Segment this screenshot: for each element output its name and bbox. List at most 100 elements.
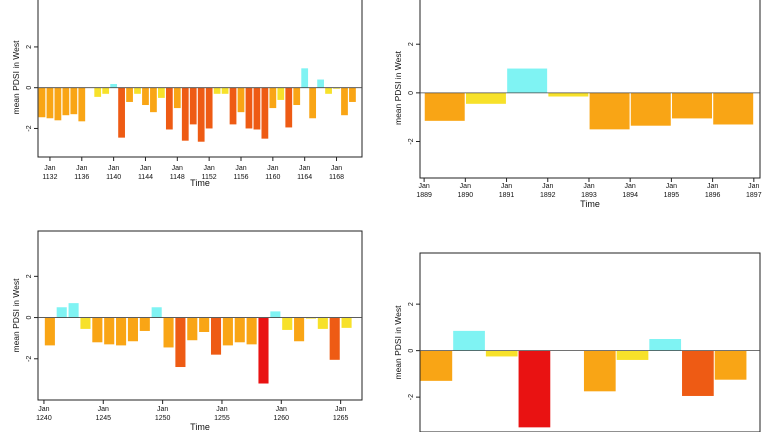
x-tick-label: 1896: [705, 192, 721, 199]
y-axis-label: mean PDSI in West: [393, 305, 403, 380]
x-tick-label: Jan: [299, 165, 310, 172]
x-tick-label: 1250: [155, 415, 171, 422]
bar: [616, 350, 649, 360]
bar: [127, 317, 138, 342]
x-tick-label: Jan: [216, 406, 227, 413]
bar: [714, 350, 747, 380]
x-tick-label: 1164: [297, 174, 312, 181]
x-axis-label: Time: [190, 422, 210, 432]
x-axis-label: Time: [190, 178, 210, 188]
x-tick-label: 1156: [233, 174, 248, 181]
bar: [301, 68, 309, 88]
bar: [197, 87, 205, 142]
bar: [258, 317, 269, 384]
y-axis-label: mean PDSI in West: [11, 40, 21, 115]
bar: [507, 68, 548, 93]
bar: [222, 317, 233, 346]
bar: [282, 317, 293, 330]
bar: [54, 87, 62, 121]
bar: [199, 317, 210, 332]
bar: [56, 307, 67, 318]
x-tick-label: 1152: [202, 174, 217, 181]
bar: [102, 87, 110, 94]
x-tick-label: Jan: [38, 406, 49, 413]
bar: [94, 87, 102, 97]
bar: [237, 87, 245, 113]
x-tick-label: Jan: [583, 183, 594, 190]
x-tick-label: 1891: [499, 192, 515, 199]
bar: [246, 317, 257, 345]
x-tick-label: Jan: [172, 165, 183, 172]
x-tick-label: Jan: [98, 406, 109, 413]
x-tick-label: Jan: [44, 165, 55, 172]
bar: [38, 87, 46, 118]
chart-panel-1: 2 0 -2 mean PDSI in West Jan 1132 Jan 1136 Jan 11…: [11, 0, 363, 188]
bar: [583, 350, 616, 392]
bar: [62, 87, 70, 116]
bar: [189, 87, 197, 125]
bar: [70, 87, 78, 115]
bar: [229, 87, 237, 125]
bar: [285, 87, 293, 128]
bar: [325, 87, 332, 94]
bar: [118, 87, 125, 138]
y-tick-label: -2: [26, 125, 33, 131]
x-tick-label: 1144: [138, 174, 153, 181]
bar: [341, 317, 352, 328]
chart-panel-3: 2 0 -2 mean PDSI in West Jan 1240 Jan 1245 Jan 12…: [11, 230, 363, 432]
bar: [333, 87, 340, 89]
bar: [92, 317, 103, 343]
bar: [46, 87, 54, 119]
bar: [221, 87, 229, 94]
bar: [110, 84, 118, 88]
x-tick-label: 1136: [74, 174, 89, 181]
x-tick-label: 1148: [170, 174, 185, 181]
bar: [165, 87, 173, 130]
bar: [269, 87, 277, 109]
bar: [126, 87, 133, 102]
bar: [341, 87, 348, 116]
bar: [293, 87, 301, 106]
bar: [329, 317, 340, 360]
x-tick-label: Jan: [235, 165, 246, 172]
x-tick-label: Jan: [748, 183, 759, 190]
x-tick-label: Jan: [76, 165, 87, 172]
bar: [78, 87, 86, 122]
bar: [294, 317, 305, 342]
x-tick-label: Jan: [625, 183, 636, 190]
chart-panel-4: 2 0 -2 mean PDSI in West: [393, 252, 761, 432]
chart-panel-2: 2 0 -2 mean PDSI in West Jan 1889 Jan 1890 Jan 18…: [393, 0, 762, 209]
bar: [420, 350, 453, 381]
bar: [44, 317, 55, 346]
x-tick-label: Jan: [335, 406, 346, 413]
x-tick-label: Jan: [276, 406, 287, 413]
bar: [253, 87, 261, 130]
x-tick-label: Jan: [267, 165, 278, 172]
x-tick-label: 1892: [540, 192, 556, 199]
bar: [270, 311, 281, 318]
x-tick-label: Jan: [542, 183, 553, 190]
bar: [261, 87, 269, 139]
bar: [68, 303, 79, 318]
x-tick-label: 1168: [329, 174, 344, 181]
x-tick-label: Jan: [140, 165, 151, 172]
y-tick-label: -2: [26, 356, 33, 362]
bar: [151, 307, 162, 318]
bar: [349, 87, 356, 102]
x-tick-label: Jan: [460, 183, 471, 190]
x-tick-label: Jan: [204, 165, 215, 172]
x-tick-label: 1132: [42, 174, 57, 181]
bar: [213, 87, 221, 94]
plot-frame: [37, 0, 363, 158]
x-tick-label: 1245: [95, 415, 111, 422]
bar: [317, 317, 328, 329]
y-tick-label: 0: [408, 349, 415, 353]
bar: [305, 317, 317, 319]
bar: [234, 317, 245, 343]
x-tick-label: 1897: [746, 192, 762, 199]
x-tick-label: Jan: [108, 165, 119, 172]
x-tick-label: 1890: [458, 192, 474, 199]
x-tick-label: 1265: [333, 415, 349, 422]
y-tick-label: 0: [26, 86, 33, 90]
